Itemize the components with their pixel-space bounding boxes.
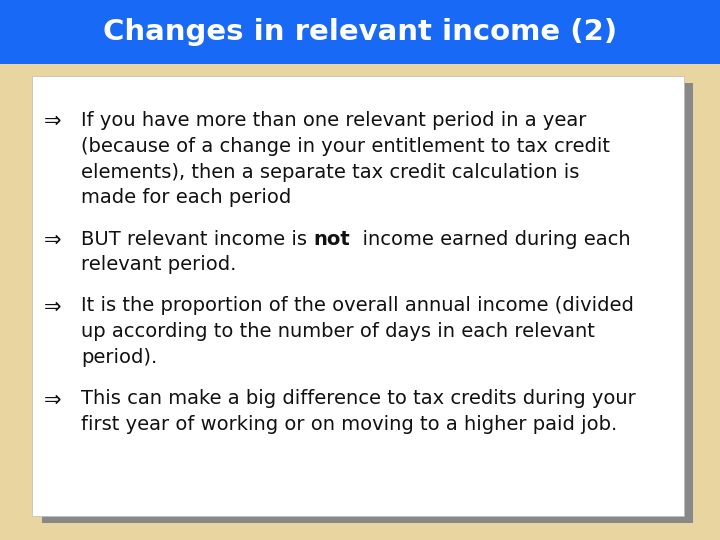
- Text: ⇒: ⇒: [44, 389, 61, 409]
- Text: (because of a change in your entitlement to tax credit: (because of a change in your entitlement…: [81, 137, 611, 156]
- Text: elements), then a separate tax credit calculation is: elements), then a separate tax credit ca…: [81, 163, 580, 181]
- Text: not: not: [314, 230, 351, 248]
- Text: It is the proportion of the overall annual income (divided: It is the proportion of the overall annu…: [81, 296, 634, 315]
- Text: This can make a big difference to tax credits during your: This can make a big difference to tax cr…: [81, 389, 636, 408]
- Bar: [32, 76, 684, 516]
- Text: ⇒: ⇒: [44, 230, 61, 249]
- Bar: [0, 0, 720, 64]
- Text: income earned during each: income earned during each: [351, 230, 631, 248]
- Text: first year of working or on moving to a higher paid job.: first year of working or on moving to a …: [81, 415, 618, 434]
- Bar: [42, 83, 693, 523]
- Text: Changes in relevant income (2): Changes in relevant income (2): [103, 18, 617, 46]
- Text: up according to the number of days in each relevant: up according to the number of days in ea…: [81, 322, 595, 341]
- Text: period).: period).: [81, 348, 158, 367]
- Text: BUT relevant income is: BUT relevant income is: [81, 230, 314, 248]
- Text: ⇒: ⇒: [44, 111, 61, 131]
- Text: ⇒: ⇒: [44, 296, 61, 316]
- Text: relevant period.: relevant period.: [81, 255, 237, 274]
- Text: made for each period: made for each period: [81, 188, 292, 207]
- Text: If you have more than one relevant period in a year: If you have more than one relevant perio…: [81, 111, 587, 130]
